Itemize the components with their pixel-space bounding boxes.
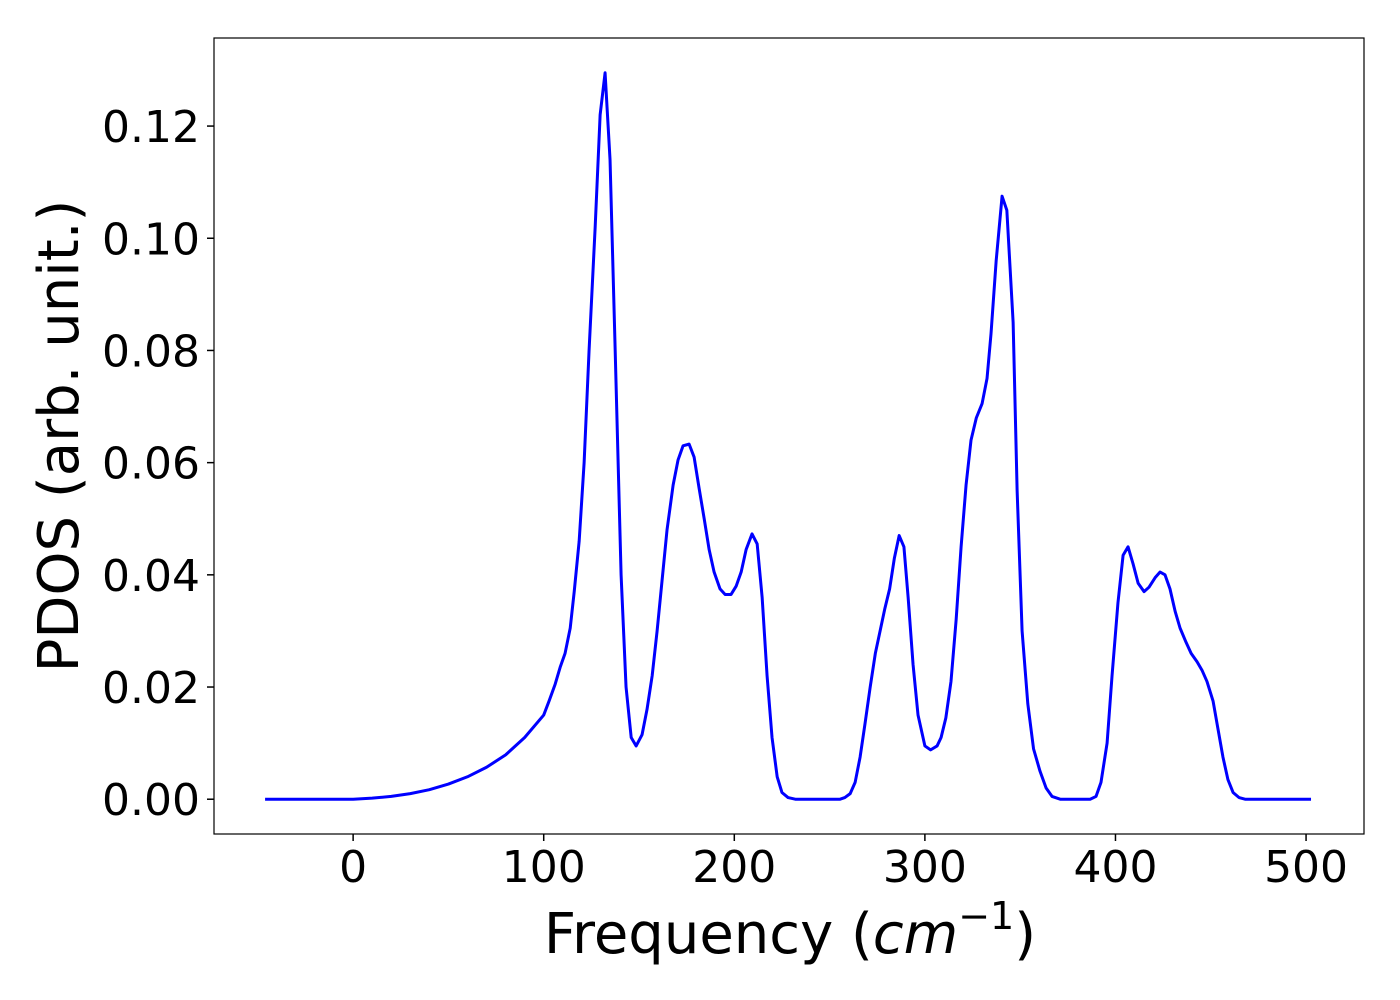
x-tick-label: 300 bbox=[883, 842, 967, 893]
x-tick-label: 500 bbox=[1264, 842, 1348, 893]
y-tick-label: 0.04 bbox=[102, 551, 200, 602]
y-tick-label: 0.12 bbox=[102, 102, 200, 153]
y-tick-label: 0.02 bbox=[102, 663, 200, 714]
y-tick-label: 0.00 bbox=[102, 775, 200, 826]
x-tick-label: 400 bbox=[1073, 842, 1157, 893]
y-tick-label: 0.08 bbox=[102, 326, 200, 377]
x-label-close: ) bbox=[1014, 902, 1036, 967]
x-label-unit: cm bbox=[873, 902, 958, 967]
y-tick-label: 0.10 bbox=[102, 214, 200, 265]
x-tick-label: 200 bbox=[692, 842, 776, 893]
x-tick-label: 0 bbox=[339, 842, 367, 893]
y-axis-label: PDOS (arb. unit.) bbox=[27, 200, 92, 673]
x-label-text: Frequency ( bbox=[544, 902, 873, 967]
plot-frame bbox=[213, 37, 1365, 835]
y-tick-label: 0.06 bbox=[102, 439, 200, 490]
x-tick-label: 100 bbox=[502, 842, 586, 893]
pdos-line bbox=[265, 71, 1312, 801]
x-axis-label: Frequency (cm−1) bbox=[544, 894, 1036, 967]
x-label-exponent: −1 bbox=[958, 894, 1014, 938]
